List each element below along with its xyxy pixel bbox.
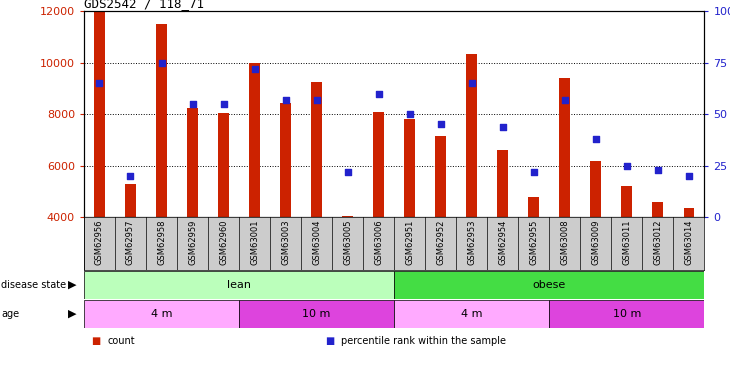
Point <box>218 101 229 107</box>
Bar <box>218 113 229 217</box>
Text: GSM62952: GSM62952 <box>437 220 445 265</box>
Bar <box>653 202 664 217</box>
Text: ▶: ▶ <box>68 309 77 319</box>
Text: GSM63009: GSM63009 <box>591 220 600 265</box>
Bar <box>683 208 694 217</box>
Bar <box>311 82 322 217</box>
Text: GSM62956: GSM62956 <box>95 220 104 265</box>
Bar <box>404 119 415 217</box>
Text: ■: ■ <box>91 336 101 346</box>
Text: GSM63006: GSM63006 <box>374 220 383 266</box>
Point <box>621 163 633 169</box>
Text: GDS2542 / 118_71: GDS2542 / 118_71 <box>84 0 204 10</box>
Text: GSM62954: GSM62954 <box>499 220 507 265</box>
Point <box>404 111 415 117</box>
Point <box>93 80 105 86</box>
Point <box>125 173 137 179</box>
Point <box>280 97 291 103</box>
Text: ■: ■ <box>325 336 334 346</box>
Bar <box>84 271 394 299</box>
Bar <box>559 78 570 217</box>
Text: percentile rank within the sample: percentile rank within the sample <box>341 336 506 346</box>
Text: GSM62957: GSM62957 <box>126 220 135 265</box>
Bar <box>94 11 105 217</box>
Text: GSM63004: GSM63004 <box>312 220 321 265</box>
Bar <box>156 24 167 217</box>
Text: age: age <box>1 309 20 319</box>
Text: count: count <box>107 336 135 346</box>
Point <box>466 80 477 86</box>
Bar <box>435 136 446 217</box>
Bar <box>249 63 260 217</box>
Text: GSM62959: GSM62959 <box>188 220 197 265</box>
Bar <box>497 150 508 217</box>
Text: GSM63014: GSM63014 <box>685 220 694 265</box>
Text: lean: lean <box>227 280 251 290</box>
Bar <box>621 186 632 217</box>
Point <box>249 66 261 72</box>
Bar <box>394 271 704 299</box>
Point <box>528 169 539 175</box>
Point <box>435 122 447 128</box>
Text: obese: obese <box>533 280 566 290</box>
Text: GSM62955: GSM62955 <box>529 220 538 265</box>
Text: GSM63005: GSM63005 <box>343 220 352 265</box>
Text: 10 m: 10 m <box>612 309 641 319</box>
Bar <box>529 196 539 217</box>
Text: GSM62951: GSM62951 <box>405 220 414 265</box>
Text: GSM62953: GSM62953 <box>467 220 476 265</box>
Bar <box>373 112 384 217</box>
Point <box>373 91 385 97</box>
Text: ▶: ▶ <box>68 280 77 290</box>
Bar <box>125 184 136 217</box>
Point <box>683 173 695 179</box>
Text: 4 m: 4 m <box>461 309 483 319</box>
Text: GSM63012: GSM63012 <box>653 220 662 265</box>
Bar <box>342 216 353 217</box>
Bar <box>591 160 602 217</box>
Text: GSM62958: GSM62958 <box>157 220 166 265</box>
Text: GSM63008: GSM63008 <box>561 220 569 266</box>
Text: disease state: disease state <box>1 280 66 290</box>
Text: GSM63011: GSM63011 <box>623 220 631 265</box>
Text: 4 m: 4 m <box>151 309 172 319</box>
Bar <box>187 108 198 217</box>
Point <box>155 60 167 66</box>
Point <box>342 169 353 175</box>
Point <box>559 97 571 103</box>
Point <box>497 123 509 129</box>
Bar <box>549 300 704 328</box>
Bar <box>466 54 477 217</box>
Text: GSM63003: GSM63003 <box>281 220 290 266</box>
Text: GSM62960: GSM62960 <box>219 220 228 265</box>
Text: GSM63001: GSM63001 <box>250 220 259 265</box>
Point <box>590 136 602 142</box>
Bar <box>394 300 549 328</box>
Bar <box>280 103 291 217</box>
Text: 10 m: 10 m <box>302 309 331 319</box>
Bar <box>239 300 394 328</box>
Bar <box>84 300 239 328</box>
Point <box>187 101 199 107</box>
Point <box>652 167 664 173</box>
Point <box>311 97 323 103</box>
